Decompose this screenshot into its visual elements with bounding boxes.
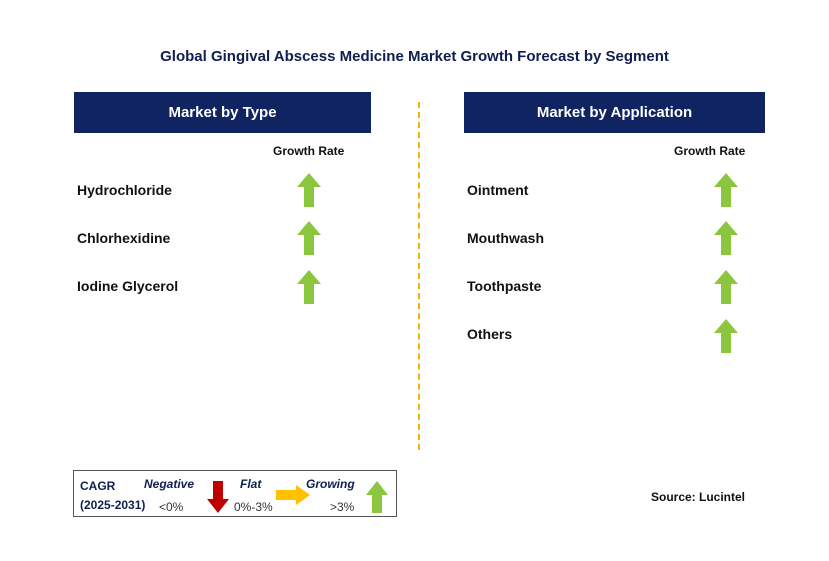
growth-arrow-up-icon: [714, 270, 738, 304]
segment-label-hydrochloride: Hydrochloride: [77, 182, 172, 198]
growth-arrow-up-icon: [297, 270, 321, 304]
flat-arrow-right-icon: [276, 485, 310, 505]
panel-header-type: Market by Type: [74, 92, 371, 133]
legend-flat-label: Flat: [240, 477, 262, 491]
growth-arrow-up-icon: [714, 173, 738, 207]
chart-title: Global Gingival Abscess Medicine Market …: [160, 48, 669, 65]
legend-period: (2025-2031): [80, 498, 146, 512]
legend-flat-range: 0%-3%: [234, 500, 273, 514]
legend: CAGR (2025-2031) Negative <0% Flat 0%-3%…: [73, 470, 397, 517]
segment-label-mouthwash: Mouthwash: [467, 230, 544, 246]
growing-arrow-up-icon: [366, 481, 388, 513]
growth-rate-label-type: Growth Rate: [273, 144, 345, 158]
source-note: Source: Lucintel: [651, 490, 746, 504]
segment-label-iodine-glycerol: Iodine Glycerol: [77, 278, 179, 294]
segment-label-others: Others: [467, 326, 513, 342]
negative-arrow-down-icon: [207, 481, 229, 513]
growth-arrow-up-icon: [297, 221, 321, 255]
legend-negative-range: <0%: [159, 500, 184, 514]
segment-label-ointment: Ointment: [467, 182, 529, 198]
growth-arrow-up-icon: [297, 173, 321, 207]
panel-divider: [418, 102, 420, 450]
legend-growing-range: >3%: [330, 500, 355, 514]
legend-negative-label: Negative: [144, 477, 195, 491]
legend-growing-label: Growing: [306, 477, 355, 491]
growth-arrow-up-icon: [714, 221, 738, 255]
legend-cagr-label: CAGR: [80, 479, 116, 493]
panel-header-application: Market by Application: [464, 92, 765, 133]
growth-rate-label-application: Growth Rate: [674, 144, 746, 158]
segment-label-chlorhexidine: Chlorhexidine: [77, 230, 171, 246]
segment-label-toothpaste: Toothpaste: [467, 278, 542, 294]
growth-arrow-up-icon: [714, 319, 738, 353]
